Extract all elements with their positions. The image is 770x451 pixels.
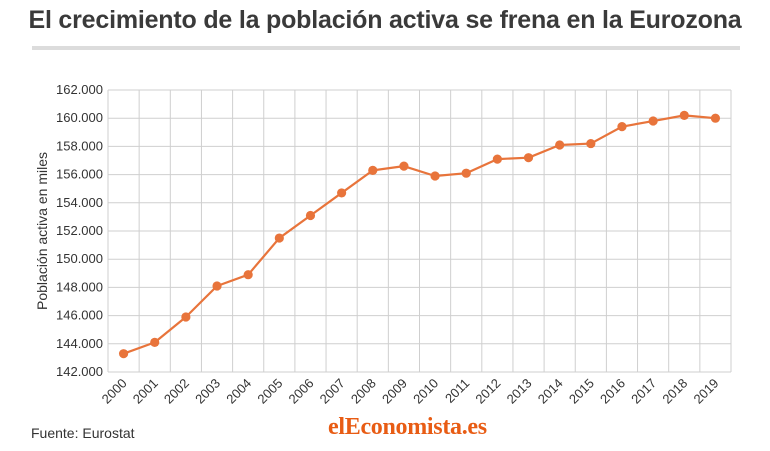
x-tick-label: 2011 [442,376,472,406]
x-tick-label: 2007 [317,376,348,407]
y-tick-label: 154.000 [56,195,103,210]
x-tick-label: 2005 [254,376,285,407]
data-point [150,337,160,347]
data-point [118,349,129,359]
data-point [181,312,191,322]
brand-logo: elEconomista.es [328,414,487,441]
x-tick-label: 2014 [535,376,566,407]
source-note: Fuente: Eurostat [31,425,135,441]
y-tick-label: 142.000 [56,364,103,379]
data-point [461,168,471,178]
data-point [710,113,721,123]
brand-name: Economista.es [344,414,487,440]
data-point [305,210,316,221]
x-tick-label: 2010 [410,376,441,407]
data-point [274,233,284,243]
x-tick-label: 2009 [379,376,410,407]
x-tick-label: 2001 [130,376,161,407]
data-point [679,110,689,120]
data-point [555,140,565,150]
x-tick-label: 2002 [161,376,192,407]
x-tick-label: 2008 [348,376,379,407]
x-tick-label: 2012 [472,376,503,407]
data-point [523,153,534,163]
y-tick-label: 160.000 [56,110,103,125]
y-tick-label: 152.000 [56,223,103,238]
title-divider [32,46,740,50]
y-tick-label: 156.000 [56,167,103,182]
y-tick-label: 158.000 [56,138,103,153]
y-tick-label: 150.000 [56,251,103,266]
data-point [243,270,253,280]
x-tick-label: 2003 [192,376,223,407]
x-tick-label: 2015 [566,376,597,407]
data-point [617,122,627,132]
x-tick-label: 2018 [659,376,690,407]
data-point [399,161,409,171]
y-tick-label: 146.000 [56,308,103,323]
data-point [492,154,502,164]
y-tick-label: 162.000 [56,82,103,97]
data-point [368,165,378,175]
x-tick-label: 2017 [628,376,659,407]
data-point [337,188,347,198]
data-point [430,171,440,181]
brand-prefix: el [328,414,345,440]
x-tick-label: 2006 [286,376,317,407]
x-tick-label: 2013 [504,376,535,407]
series-line [123,114,716,355]
data-point [586,138,596,149]
y-tick-label: 148.000 [56,279,103,294]
y-tick-label: 144.000 [56,336,103,351]
x-tick-label: 2004 [223,376,254,407]
chart-title: El crecimiento de la población activa se… [28,6,742,34]
data-point [212,281,222,291]
data-point [648,116,658,126]
x-tick-label: 2019 [690,376,721,407]
x-tick-label: 2000 [99,376,130,407]
y-axis-label: Población activa en miles [34,152,50,310]
x-tick-label: 2016 [597,376,628,407]
